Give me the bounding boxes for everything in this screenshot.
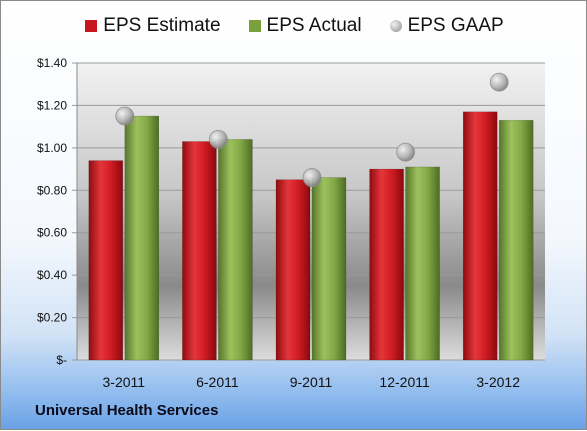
y-tick-label: $1.00 bbox=[37, 141, 67, 155]
y-tick-label: $1.40 bbox=[37, 56, 67, 70]
y-tick-label: $- bbox=[56, 353, 67, 367]
bar-eps-actual bbox=[405, 166, 440, 361]
marker-eps-gaap bbox=[208, 129, 228, 149]
bar-eps-estimate bbox=[182, 141, 217, 361]
legend-label-gaap: EPS GAAP bbox=[407, 15, 504, 36]
bar-eps-estimate bbox=[369, 168, 404, 361]
y-tick-label: $0.40 bbox=[37, 268, 67, 282]
x-tick-label: 3-2012 bbox=[476, 374, 520, 390]
x-tick-label: 9-2011 bbox=[290, 374, 333, 390]
legend-label-actual: EPS Actual bbox=[266, 15, 362, 36]
y-tick-label: $1.20 bbox=[37, 98, 67, 112]
y-tick-label: $0.60 bbox=[37, 226, 67, 240]
marker-eps-gaap bbox=[489, 72, 509, 92]
legend-swatch-estimate bbox=[85, 20, 98, 32]
marker-eps-gaap bbox=[115, 106, 135, 126]
legend-item-estimate: EPS Estimate bbox=[85, 15, 221, 37]
x-tick-label: 12-2011 bbox=[379, 374, 430, 390]
legend-swatch-gaap bbox=[389, 20, 402, 32]
legend-label-estimate: EPS Estimate bbox=[103, 15, 221, 36]
y-tick-label: $0.80 bbox=[37, 183, 67, 197]
x-tick-label: 3-2011 bbox=[103, 374, 146, 390]
bar-eps-estimate bbox=[275, 179, 311, 361]
bar-eps-estimate bbox=[88, 160, 124, 361]
x-tick-label: 6-2011 bbox=[196, 374, 239, 390]
legend-item-actual: EPS Actual bbox=[248, 15, 362, 37]
bar-eps-actual bbox=[124, 115, 160, 361]
bar-eps-actual bbox=[498, 120, 534, 361]
y-tick-label: $0.20 bbox=[37, 311, 67, 325]
chart-legend: EPS Estimate EPS Actual EPS GAAP bbox=[1, 15, 587, 37]
bar-eps-actual bbox=[311, 177, 347, 361]
bar-eps-estimate bbox=[462, 111, 498, 361]
company-name: Universal Health Services bbox=[35, 402, 219, 419]
legend-item-gaap: EPS GAAP bbox=[389, 15, 504, 37]
marker-eps-gaap bbox=[302, 168, 322, 187]
marker-eps-gaap bbox=[396, 142, 416, 162]
bar-eps-actual bbox=[218, 139, 253, 361]
legend-swatch-actual bbox=[248, 20, 261, 32]
